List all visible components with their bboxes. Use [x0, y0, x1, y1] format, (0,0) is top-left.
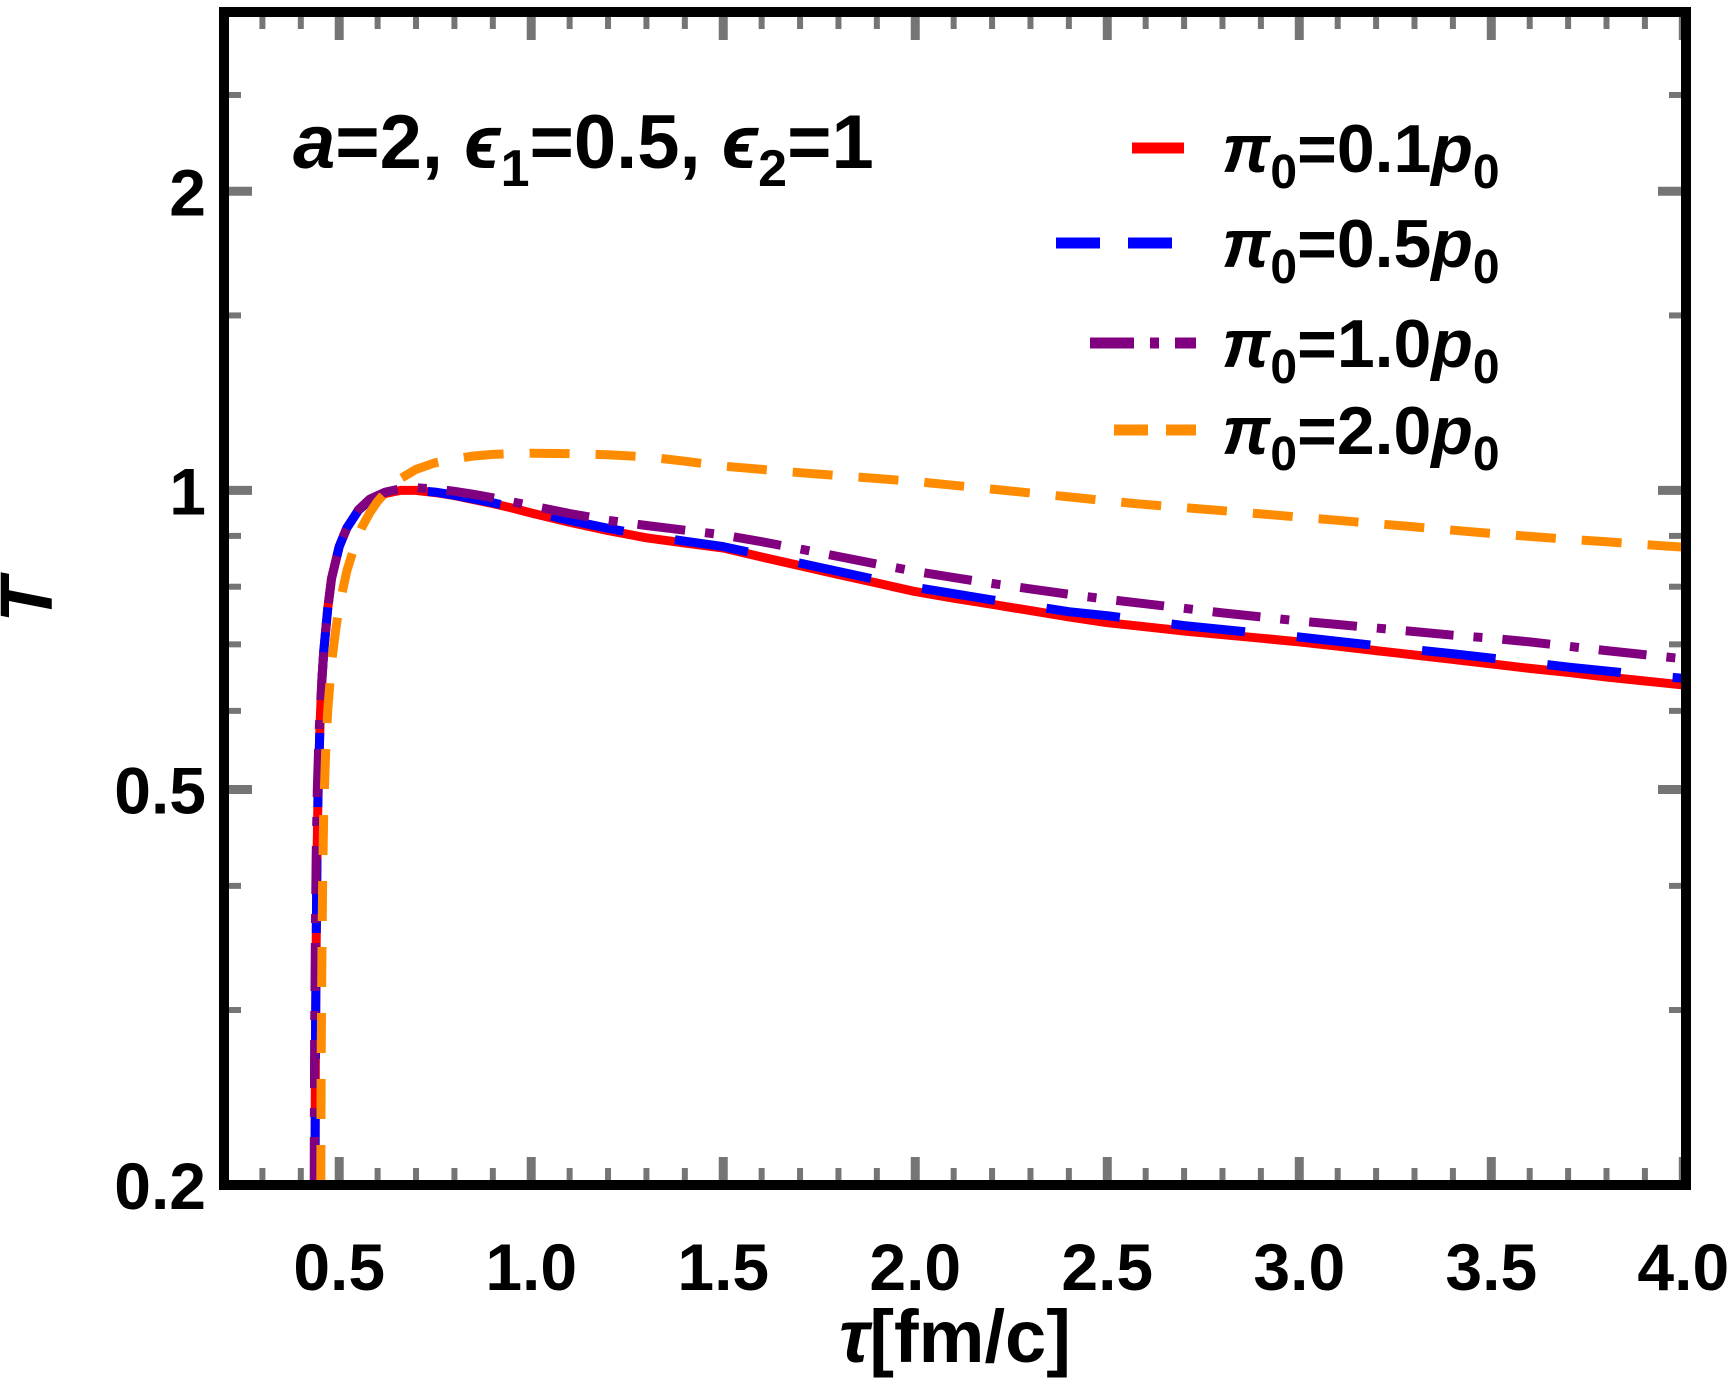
- parameter-annotation: a=2, ϵ1=0.5, ϵ2=1: [293, 100, 874, 198]
- x-tick-label: 2.0: [869, 1230, 961, 1304]
- y-tick-label: 0.2: [114, 1149, 206, 1223]
- x-tick-label: 3.0: [1253, 1230, 1345, 1304]
- x-axis-title: τ[fm/c]: [839, 1295, 1071, 1378]
- curve-pi-0.1: [310, 485, 1681, 1180]
- x-tick-label: 0.5: [293, 1230, 385, 1304]
- x-tick-labels: 0.5 1.0 1.5 2.0 2.5 3.0 3.5 4.0: [293, 1230, 1729, 1304]
- annotation-var-a: a: [293, 100, 335, 185]
- y-tick-labels: 2 1 0.5 0.2: [114, 155, 206, 1223]
- legend-label-blue: π0=0.5p0: [1222, 206, 1500, 294]
- curve-pi-0.5: [310, 485, 1681, 1180]
- legend-label-purple: π0=1.0p0: [1222, 306, 1500, 394]
- annotation-var-eps2: ϵ: [722, 100, 760, 185]
- y-axis-title: T̃: [0, 572, 68, 623]
- x-tick-label: 3.5: [1445, 1230, 1537, 1304]
- y-tick-label: 0.5: [114, 754, 206, 828]
- curves: [309, 448, 1681, 1180]
- x-tick-label: 4.0: [1637, 1230, 1729, 1304]
- y-tick-label: 2: [169, 155, 206, 229]
- tau-symbol: τ: [839, 1295, 873, 1378]
- legend: π0=0.1p0 π0=0.5p0 π0=1.0p0 π0=2.0p0: [1056, 111, 1500, 481]
- x-tick-label: 1.5: [677, 1230, 769, 1304]
- curve-pi-2.0: [316, 448, 1681, 1180]
- curve-pi-1.0: [309, 483, 1681, 1180]
- x-tick-label: 1.0: [485, 1230, 577, 1304]
- legend-label-orange: π0=2.0p0: [1222, 393, 1500, 481]
- annotation-var-eps1: ϵ: [464, 100, 502, 185]
- x-tick-label: 2.5: [1061, 1230, 1153, 1304]
- y-tick-label: 1: [169, 454, 206, 528]
- plot-frame: [219, 7, 1691, 1190]
- legend-label-red: π0=0.1p0: [1222, 111, 1500, 199]
